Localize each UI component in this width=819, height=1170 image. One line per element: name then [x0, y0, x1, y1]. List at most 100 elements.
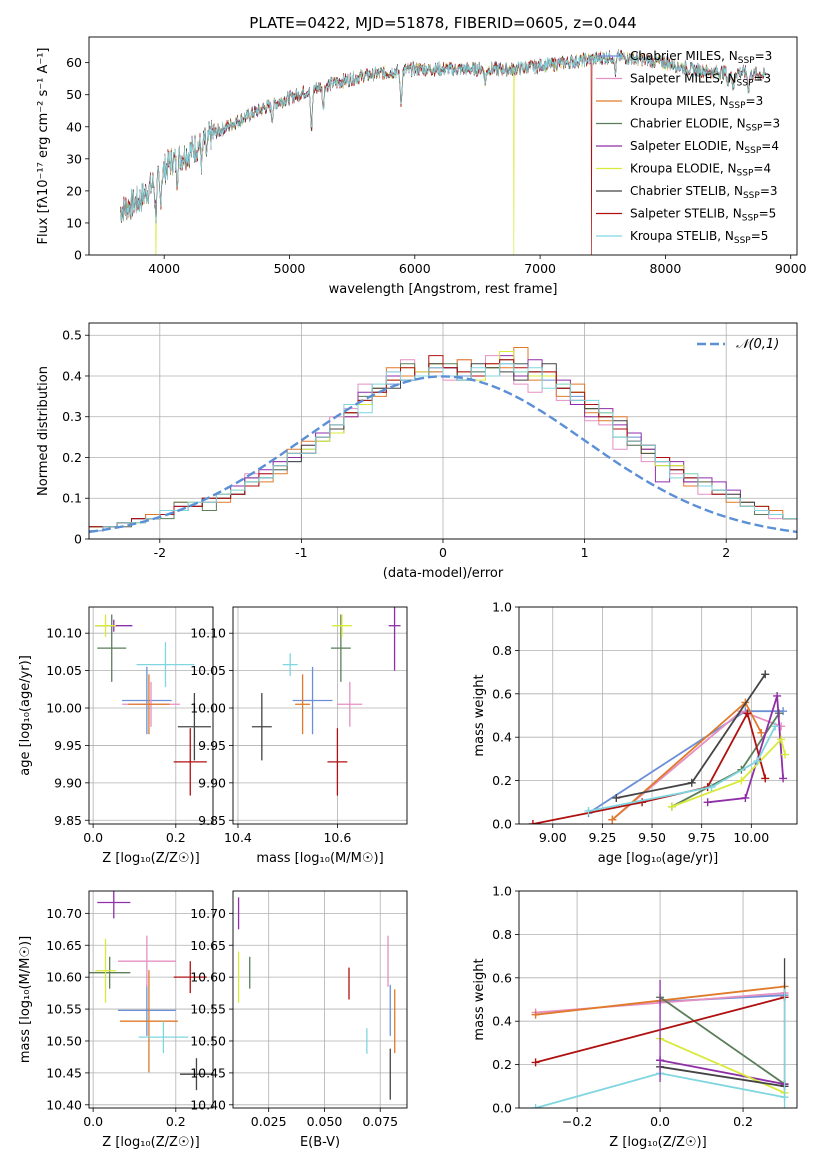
- legend-entry: Chabrier ELODIE, NSSP=3: [630, 117, 780, 134]
- y-tick-label: 10.05: [46, 663, 82, 678]
- plus-marker: [771, 722, 780, 731]
- plus-marker: [743, 709, 752, 718]
- error-bar-point: [179, 1058, 213, 1091]
- error-bar-point: [295, 674, 311, 735]
- legend-entry: Kroupa STELIB, NSSP=5: [630, 229, 768, 246]
- error-bar-point: [97, 891, 131, 919]
- legend-entry-sub: SSP: [742, 214, 759, 224]
- y-tick-label: 0.2: [62, 450, 82, 465]
- plus-marker: [531, 1058, 540, 1067]
- x-tick-label: 6000: [399, 261, 431, 276]
- plus-marker: [608, 815, 617, 824]
- error-bar-point: [331, 614, 352, 637]
- legend-entry-n: =5: [751, 229, 769, 243]
- mass-vs-Z-grid: [89, 891, 213, 1108]
- legend-entry-name: Chabrier ELODIE, N: [630, 117, 746, 131]
- legend-entry-name: Chabrier STELIB, N: [630, 184, 743, 198]
- age-vs-mass-grid: [233, 607, 407, 824]
- plus-marker: [761, 670, 770, 679]
- mass-weight-series: [608, 707, 786, 824]
- error-bar-point: [292, 666, 333, 735]
- age-vs-Z-grid: [89, 607, 213, 824]
- legend-entry: Kroupa MILES, NSSP=3: [630, 94, 763, 111]
- y-tick-label: 10.55: [190, 1002, 226, 1017]
- x-axis-label: E(B-V): [300, 1135, 340, 1150]
- y-tick-label: 0: [74, 248, 82, 263]
- y-tick-label: 0.4: [492, 1014, 512, 1029]
- error-bar-point: [128, 674, 170, 735]
- massweight-vs-Z-panel: −0.2 0.0 0.2 0.0 0.2 0.4 0.6 0.8 1.0 Z [log₁₀(Z/Z…: [472, 884, 798, 1150]
- spectrum-series: [120, 49, 766, 224]
- x-tick-label: 9.25: [588, 830, 616, 845]
- y-tick-label: 10.65: [46, 938, 82, 953]
- legend-entry: Salpeter MILES, NSSP=3: [630, 72, 771, 89]
- y-tick-label: 10.60: [190, 970, 226, 985]
- y-tick-label: 20: [66, 183, 82, 198]
- mass-vs-EBV-plot-area: [237, 897, 396, 1100]
- y-tick-label: 9.95: [54, 738, 82, 753]
- legend-entry-n: =4: [753, 162, 771, 176]
- error-bar-point: [122, 666, 172, 735]
- y-tick-label: 0.8: [492, 927, 512, 942]
- plus-marker: [781, 750, 790, 759]
- mass-weight-series: [612, 670, 770, 802]
- legend-entry-n: =4: [761, 139, 779, 153]
- legend-entry-n: =3: [762, 117, 780, 131]
- y-tick-label: 0.3: [62, 409, 82, 424]
- y-tick-label: 0.2: [492, 773, 512, 788]
- series-line: [671, 712, 780, 808]
- residuals-plot-area: [89, 347, 797, 534]
- y-tick-label: 0.0: [492, 1101, 512, 1116]
- y-axis-label: Flux [fλ10⁻¹⁷ erg cm⁻² s⁻¹ A⁻¹]: [36, 48, 51, 245]
- normal-reference-curve: [89, 375, 797, 534]
- legend-entry: Salpeter STELIB, NSSP=5: [630, 207, 776, 224]
- y-tick-label: 0.1: [62, 491, 82, 506]
- y-tick-label: 10.10: [190, 626, 226, 641]
- y-tick-label: 0: [74, 532, 82, 547]
- legend-entry-name: Salpeter ELODIE, N: [630, 139, 744, 153]
- massweight-vs-Z-frame: [518, 890, 798, 1109]
- y-tick-label: 1.0: [492, 600, 512, 615]
- series-line: [659, 1065, 785, 1088]
- massweight-vs-Z-grid: [519, 890, 797, 1109]
- plus-marker: [779, 774, 788, 783]
- legend-entry-name: Kroupa MILES, N: [630, 94, 729, 108]
- error-bar-point: [282, 653, 298, 676]
- mass-vs-EBV-panel: 0.025 0.050 0.075 10.40 10.45 10.50 10.55 10.60…: [190, 890, 408, 1150]
- mass-vs-EBV-frame: [232, 890, 408, 1109]
- legend-entry-n: =3: [760, 184, 778, 198]
- x-tick-label: 1: [581, 545, 589, 560]
- age-vs-Z-panel: 0.0 0.2 9.85 9.90 9.95 10.00 10.05 10.10 Z [log₁…: [18, 606, 214, 866]
- legend-entry-sub: SSP: [743, 191, 760, 201]
- mass-weight-series: [656, 993, 789, 1089]
- y-tick-label: 0.6: [492, 686, 512, 701]
- error-bar-point: [177, 693, 211, 761]
- legend-entry-n: =5: [759, 207, 777, 221]
- error-bar-point: [89, 956, 131, 989]
- massweight-vs-age-panel: 9.00 9.25 9.50 9.75 10.00 0.0 0.2 0.4 0.6 0.8 1.0 a…: [472, 600, 798, 866]
- x-axis-label: Z [log₁₀(Z/Z☉)]: [609, 1135, 706, 1150]
- error-bar-point: [388, 607, 401, 671]
- y-tick-label: 1.0: [492, 884, 512, 899]
- plus-marker: [687, 778, 696, 787]
- mass-vs-Z-frame: [88, 890, 214, 1109]
- x-tick-label: 0.2: [733, 1114, 753, 1129]
- plus-marker: [638, 798, 647, 807]
- x-tick-label: 9.50: [638, 830, 666, 845]
- residuals-panel: -2 -1 0 1 2 0 0.1 0.2 0.3 0.4 0.5 (data-model)/erro…: [36, 322, 798, 581]
- legend-entry-name: Kroupa STELIB, N: [630, 229, 734, 243]
- x-tick-label: 10.00: [733, 830, 769, 845]
- x-tick-label: 0.025: [251, 1114, 287, 1129]
- x-tick-label: 0.2: [166, 830, 186, 845]
- legend-entry: Salpeter ELODIE, NSSP=4: [630, 139, 779, 156]
- massweight-vs-Z-plot-area: [531, 958, 789, 1108]
- series-line: [532, 710, 767, 824]
- y-tick-label: 9.95: [198, 738, 226, 753]
- series-line: [588, 725, 776, 812]
- y-tick-label: 10.45: [46, 1065, 82, 1080]
- y-tick-label: 60: [66, 55, 82, 70]
- y-tick-label: 10.55: [46, 1002, 82, 1017]
- plus-marker: [531, 1104, 540, 1108]
- x-tick-label: -2: [154, 545, 166, 560]
- age-vs-Z-plot-area: [95, 614, 211, 796]
